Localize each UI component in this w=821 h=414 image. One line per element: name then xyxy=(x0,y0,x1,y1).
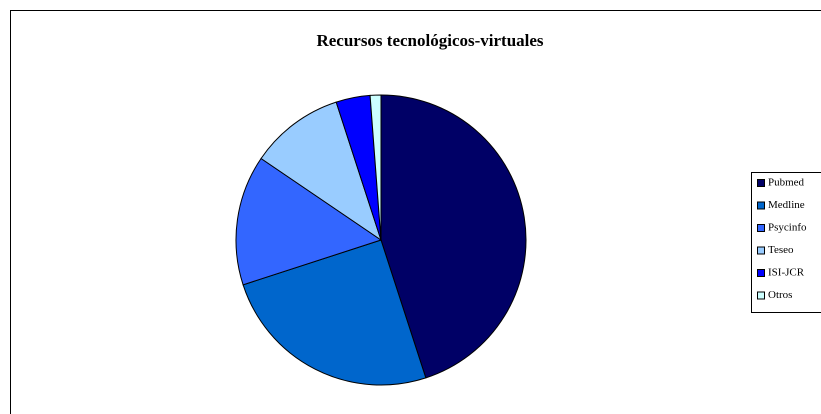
legend-label: Otros xyxy=(768,289,792,301)
pie-slice xyxy=(242,239,427,386)
legend-label: Medline xyxy=(768,199,805,211)
legend-swatch xyxy=(757,224,765,232)
legend-swatch xyxy=(757,269,765,277)
legend-swatch xyxy=(757,246,765,255)
legend-box xyxy=(751,172,821,313)
chart-title: Recursos tecnológicos-virtuales xyxy=(316,31,543,50)
legend-label: ISI-JCR xyxy=(768,267,805,279)
legend-label: Teseo xyxy=(768,244,794,256)
legend-label: Psycinfo xyxy=(768,222,807,234)
pie-slice xyxy=(380,94,527,379)
pie-slice xyxy=(369,94,382,241)
legend-swatch xyxy=(757,291,765,300)
legend-swatch xyxy=(757,201,765,210)
legend-label: Pubmed xyxy=(768,177,805,189)
pie-slice xyxy=(235,157,383,286)
legend-swatch xyxy=(757,179,765,187)
pie-slice xyxy=(260,101,382,242)
